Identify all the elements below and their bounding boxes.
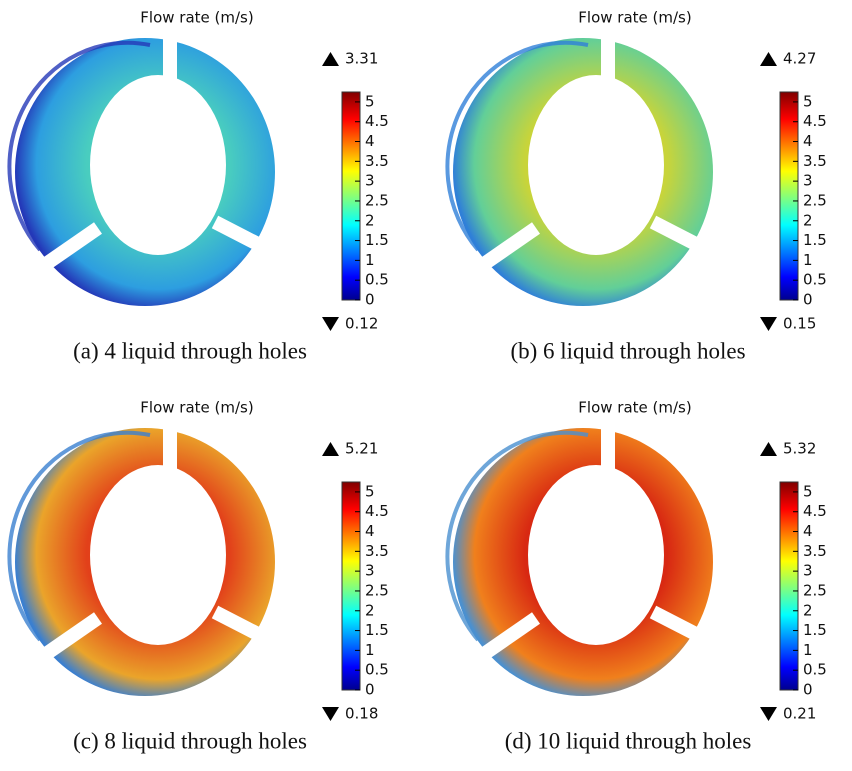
- colorbar-tick-label: 3.5: [365, 152, 389, 170]
- colorbar-tick-label: 2: [803, 211, 813, 229]
- max-marker: [322, 442, 339, 456]
- colorbar-title: Flow rate (m/s): [578, 9, 691, 27]
- min-marker: [760, 317, 777, 331]
- colorbar-title: Flow rate (m/s): [140, 399, 253, 417]
- panel: Flow rate (m/s) 5.21 0.18 (c) 8 liquid thro…: [9, 399, 388, 754]
- colorbar-tick-label: 1: [365, 641, 375, 659]
- colorbar-tick-label: 0: [365, 291, 375, 309]
- colorbar-tick-label: 1.5: [365, 621, 389, 639]
- min-value: 0.21: [783, 705, 816, 723]
- min-marker: [760, 707, 777, 721]
- colorbar: [780, 482, 798, 690]
- colorbar-tick-label: 5: [803, 482, 813, 500]
- colorbar-title: Flow rate (m/s): [578, 399, 691, 417]
- max-value: 5.32: [783, 440, 816, 458]
- colorbar-tick-label: 2.5: [803, 191, 827, 209]
- max-value: 3.31: [345, 50, 378, 68]
- colorbar-tick-label: 2: [365, 601, 375, 619]
- colorbar-tick-label: 2.5: [365, 191, 389, 209]
- colorbar-tick-label: 4.5: [365, 502, 389, 520]
- max-value: 4.27: [783, 50, 816, 68]
- caption: (c) 8 liquid through holes: [73, 728, 307, 753]
- colorbar-tick-label: 0.5: [803, 661, 827, 679]
- colorbar-tick-label: 1.5: [365, 231, 389, 249]
- colorbar-tick-label: 4: [365, 132, 375, 150]
- colorbar-tick-label: 1: [803, 641, 813, 659]
- colorbar-tick-label: 4.5: [803, 502, 827, 520]
- colorbar-tick-label: 3: [803, 562, 813, 580]
- max-marker: [760, 442, 777, 456]
- caption: (b) 6 liquid through holes: [510, 338, 745, 363]
- colorbar-tick-label: 1.5: [803, 231, 827, 249]
- caption: (a) 4 liquid through holes: [73, 338, 307, 363]
- colorbar-tick-label: 1: [803, 251, 813, 269]
- panel: Flow rate (m/s) 5.32 0.21 (d) 10 liquid thr…: [447, 399, 826, 754]
- colorbar-tick-label: 4: [803, 132, 813, 150]
- max-marker: [760, 52, 777, 66]
- colorbar-tick-label: 2: [365, 211, 375, 229]
- colorbar-tick-label: 0: [365, 681, 375, 699]
- colorbar-tick-label: 3: [365, 562, 375, 580]
- figure: Flow rate (m/s) 3.31 0.12 (a) 4 liquid thro…: [0, 0, 852, 771]
- colorbar-tick-label: 0: [803, 291, 813, 309]
- colorbar-tick-label: 5: [365, 92, 375, 110]
- max-value: 5.21: [345, 440, 378, 458]
- colorbar-tick-label: 4.5: [803, 112, 827, 130]
- colorbar-tick-label: 5: [365, 482, 375, 500]
- colorbar-tick-label: 4.5: [365, 112, 389, 130]
- colorbar: [342, 482, 360, 690]
- colorbar-tick-label: 3: [365, 172, 375, 190]
- colorbar: [342, 92, 360, 300]
- colorbar-tick-label: 3.5: [365, 542, 389, 560]
- colorbar: [780, 92, 798, 300]
- colorbar-tick-label: 3.5: [803, 152, 827, 170]
- colorbar-tick-label: 3.5: [803, 542, 827, 560]
- colorbar-tick-label: 2.5: [803, 581, 827, 599]
- max-marker: [322, 52, 339, 66]
- min-marker: [322, 317, 339, 331]
- min-value: 0.12: [345, 315, 378, 333]
- colorbar-tick-label: 5: [803, 92, 813, 110]
- min-marker: [322, 707, 339, 721]
- colorbar-tick-label: 4: [803, 522, 813, 540]
- colorbar-tick-label: 4: [365, 522, 375, 540]
- min-value: 0.15: [783, 315, 816, 333]
- colorbar-tick-label: 2: [803, 601, 813, 619]
- colorbar-tick-label: 2.5: [365, 581, 389, 599]
- colorbar-tick-label: 0.5: [803, 271, 827, 289]
- colorbar-tick-label: 0: [803, 681, 813, 699]
- colorbar-tick-label: 0.5: [365, 271, 389, 289]
- colorbar-tick-label: 1: [365, 251, 375, 269]
- colorbar-tick-label: 0.5: [365, 661, 389, 679]
- caption: (d) 10 liquid through holes: [505, 728, 752, 753]
- colorbar-tick-label: 3: [803, 172, 813, 190]
- colorbar-tick-label: 1.5: [803, 621, 827, 639]
- panel: Flow rate (m/s) 3.31 0.12 (a) 4 liquid thro…: [9, 9, 388, 364]
- colorbar-title: Flow rate (m/s): [140, 9, 253, 27]
- min-value: 0.18: [345, 705, 378, 723]
- panel: Flow rate (m/s) 4.27 0.15 (b) 6 liquid thro…: [447, 9, 826, 364]
